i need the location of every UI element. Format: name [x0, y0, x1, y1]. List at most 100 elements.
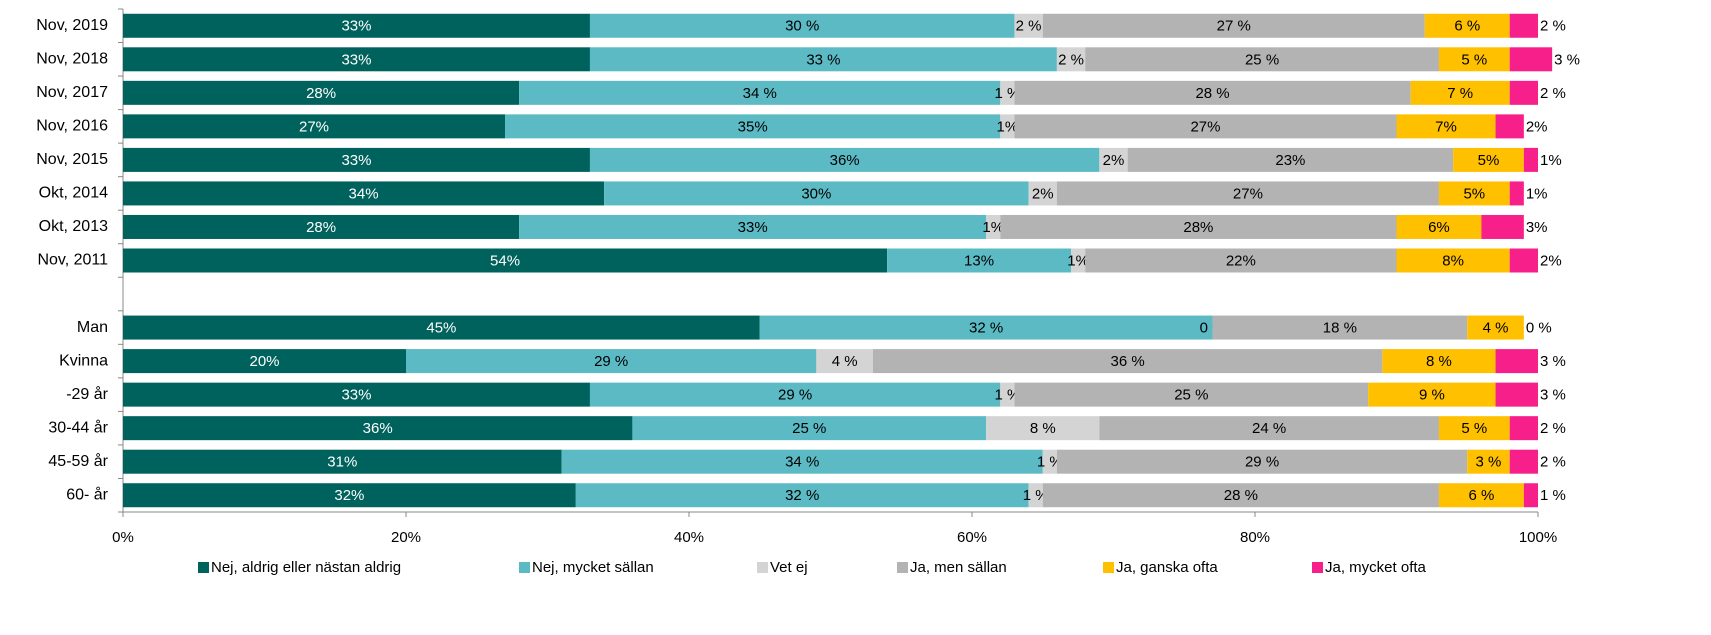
data-label: 32 %: [969, 320, 1003, 337]
bar-segment: [1495, 382, 1538, 407]
data-label: 2 %: [1540, 85, 1566, 102]
bar-segment: [1056, 449, 1468, 474]
bar-segment: [1127, 147, 1454, 172]
data-label: 34%: [349, 185, 379, 202]
y-tick-label: Kvinna: [59, 352, 108, 369]
data-label: 23%: [1275, 152, 1305, 169]
data-label: 2%: [1526, 118, 1548, 135]
data-label: 2 %: [1016, 18, 1042, 35]
legend-label: Ja, mycket ofta: [1325, 559, 1427, 576]
legend-swatch: [198, 562, 209, 573]
bar-segment: [1042, 449, 1057, 474]
bar-segment: [1509, 80, 1538, 105]
y-tick-label: Nov, 2019: [36, 17, 108, 34]
bar-segment: [1028, 181, 1057, 206]
data-label: 1%: [1526, 185, 1548, 202]
data-label: 1%: [982, 219, 1004, 236]
legend-label: Ja, men sällan: [910, 559, 1007, 576]
data-label: 3%: [1526, 219, 1548, 236]
bar-segment: [872, 349, 1383, 374]
data-label: 1 %: [994, 387, 1020, 404]
bar-segment: [1368, 382, 1496, 407]
x-tick-label: 60%: [957, 529, 987, 546]
bar-segment: [1438, 416, 1510, 441]
bar-segment: [1438, 47, 1510, 72]
data-label: 33%: [341, 51, 371, 68]
data-label: 8 %: [1030, 420, 1056, 437]
bar-segment: [123, 349, 406, 374]
bar-segment: [1523, 147, 1538, 172]
data-label: 27%: [1233, 185, 1263, 202]
data-label: 8%: [1442, 252, 1464, 269]
data-label: 25 %: [1245, 51, 1279, 68]
data-label: 31%: [327, 454, 357, 471]
bar-segment: [1509, 248, 1538, 273]
data-label: 7%: [1435, 118, 1457, 135]
legend-label: Nej, mycket sällan: [532, 559, 654, 576]
bar-segment: [604, 181, 1029, 206]
bar-segment: [816, 349, 873, 374]
data-label: 2 %: [1058, 51, 1084, 68]
bar-segment: [986, 214, 1001, 239]
data-label: 7 %: [1447, 85, 1473, 102]
bar-segment: [123, 248, 888, 273]
bar-segment: [589, 13, 1015, 38]
bar-segment: [986, 416, 1100, 441]
data-label: 33%: [341, 18, 371, 35]
data-label: 6 %: [1454, 18, 1480, 35]
data-label: 1%: [1540, 152, 1562, 169]
data-label: 1 %: [1540, 487, 1566, 504]
x-tick-label: 100%: [1519, 529, 1557, 546]
data-label: 24 %: [1252, 420, 1286, 437]
bar-segment: [1099, 416, 1439, 441]
bar-segment: [123, 181, 605, 206]
y-tick-label: Okt, 2013: [39, 218, 108, 235]
legend-swatch: [1103, 562, 1114, 573]
data-label: 27 %: [1217, 18, 1251, 35]
data-label: 5 %: [1461, 420, 1487, 437]
data-label: 1%: [997, 118, 1019, 135]
bar-segment: [123, 47, 590, 72]
bar-segment: [1000, 214, 1397, 239]
bar-segment: [1028, 483, 1043, 508]
bar-segment: [575, 483, 1029, 508]
data-label: 25 %: [1174, 387, 1208, 404]
data-label: 36 %: [1111, 353, 1145, 370]
data-label: 1 %: [1023, 487, 1049, 504]
data-label: 2 %: [1540, 420, 1566, 437]
bar-segment: [123, 80, 520, 105]
bar-segment: [1495, 349, 1538, 374]
y-tick-label: 30-44 år: [48, 418, 108, 436]
bar-segment: [1042, 483, 1439, 508]
data-label: 35%: [738, 118, 768, 135]
data-label: 32%: [334, 487, 364, 504]
data-label: 33%: [738, 219, 768, 236]
bar-segment: [1042, 13, 1425, 38]
data-label: 25 %: [792, 420, 826, 437]
x-tick-label: 0%: [112, 529, 134, 546]
bar-segment: [1056, 47, 1086, 72]
bar-segment: [1014, 13, 1043, 38]
bar-segment: [123, 214, 520, 239]
bar-segment: [1085, 248, 1397, 273]
bar-segment: [519, 214, 987, 239]
data-label: 45%: [426, 320, 456, 337]
data-label: 33 %: [806, 51, 840, 68]
bar-segment: [1495, 114, 1524, 139]
data-label: 28 %: [1224, 487, 1258, 504]
y-tick-label: Nov, 2018: [36, 51, 108, 68]
data-label: 28 %: [1195, 85, 1229, 102]
data-label: 2 %: [1540, 454, 1566, 471]
x-tick-label: 40%: [674, 529, 704, 546]
bar-segment: [1467, 449, 1510, 474]
bar-segment: [1509, 181, 1524, 206]
data-label: 54%: [490, 252, 520, 269]
data-label: 2%: [1540, 252, 1562, 269]
bar-segment: [1014, 382, 1369, 407]
bar-segment: [1000, 80, 1015, 105]
data-label: 29 %: [1245, 454, 1279, 471]
bar-segment: [1453, 147, 1524, 172]
x-tick-label: 20%: [391, 529, 421, 546]
bar-segment: [561, 449, 1043, 474]
